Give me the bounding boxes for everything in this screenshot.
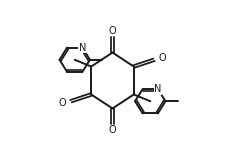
Text: O: O [109, 125, 116, 135]
Text: O: O [159, 53, 166, 63]
Text: O: O [109, 26, 116, 36]
Text: O: O [59, 98, 66, 108]
Text: N: N [79, 43, 86, 53]
Text: N: N [154, 84, 162, 94]
